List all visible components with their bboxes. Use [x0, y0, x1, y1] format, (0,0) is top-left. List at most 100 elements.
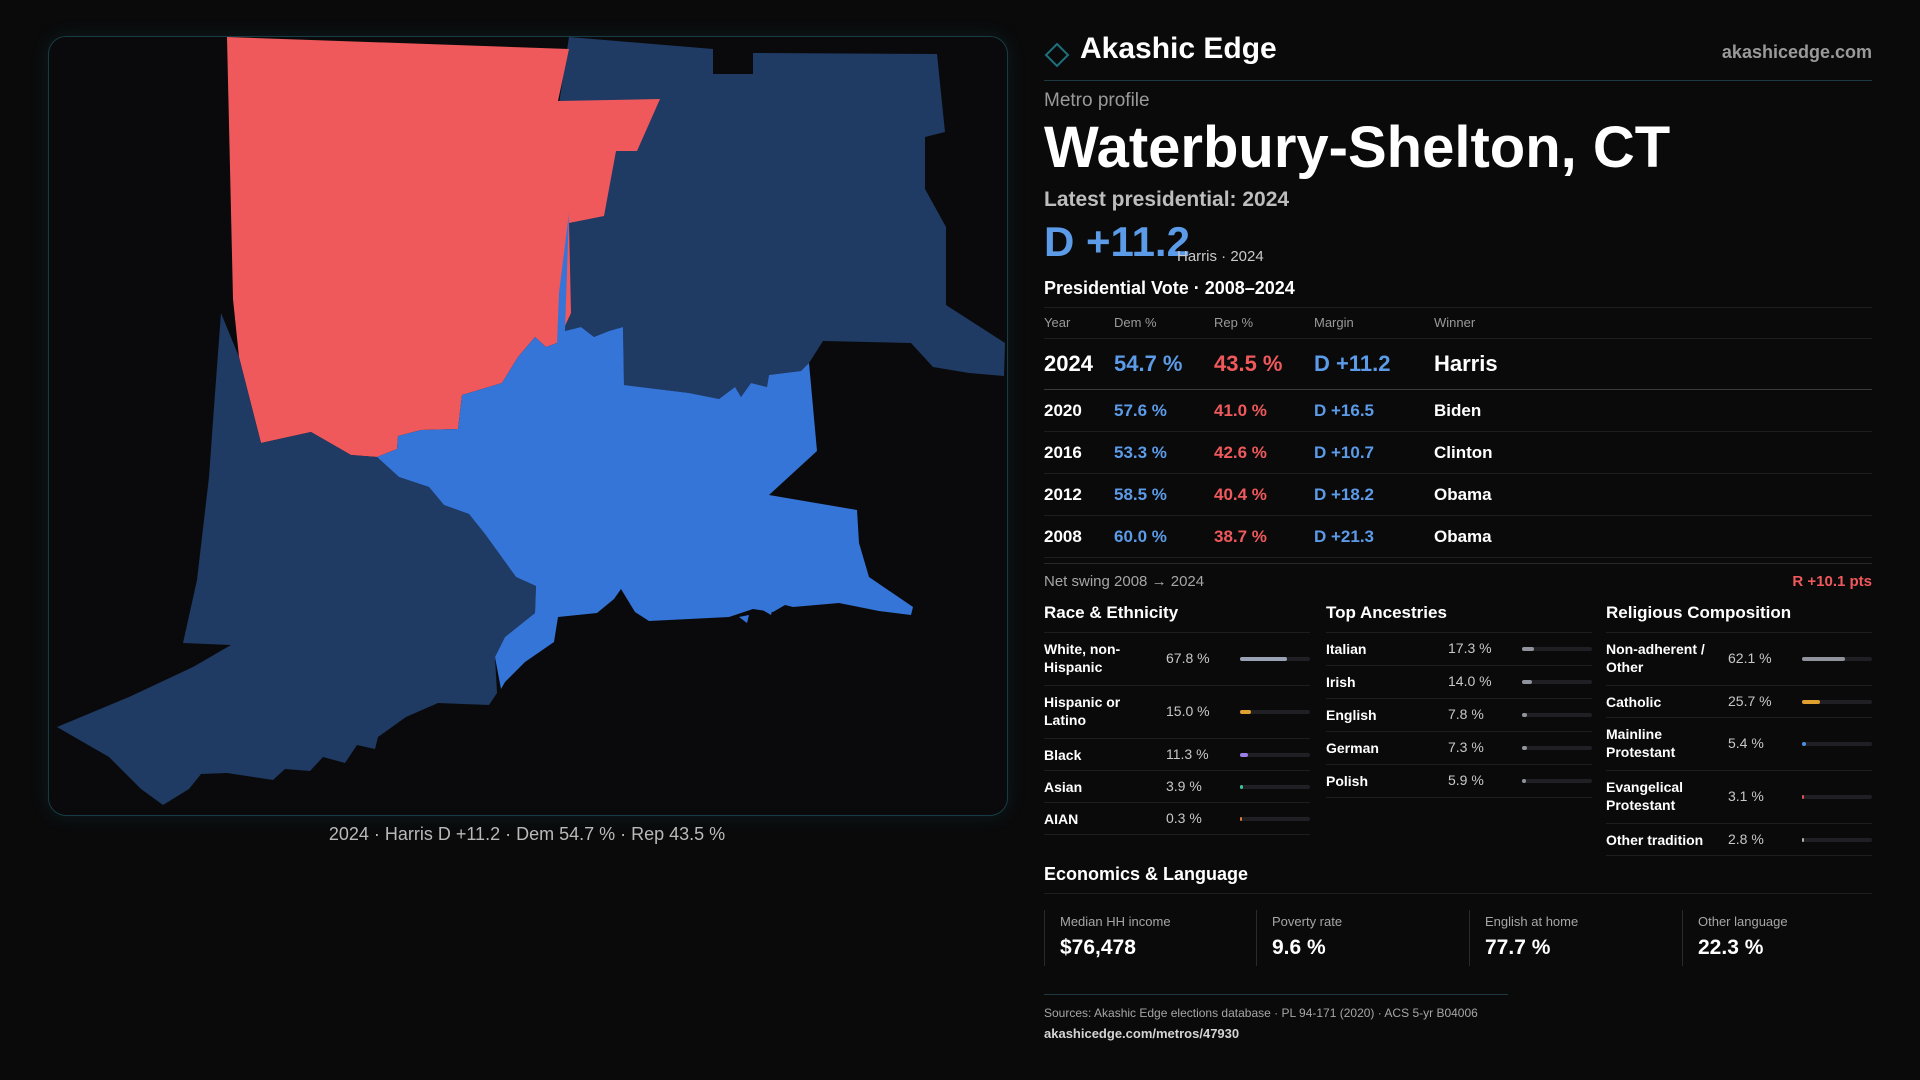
row-margin: D +18.2	[1314, 485, 1375, 504]
stat-label: Other language	[1698, 914, 1788, 929]
item-label: AIAN	[1044, 810, 1079, 827]
table-row: 2016 53.3 % 42.6 % D +10.7 Clinton	[1044, 432, 1872, 474]
list-item: Hispanic or Latino 15.0 %	[1044, 686, 1310, 739]
stat-label: Poverty rate	[1272, 914, 1343, 929]
list-item: Non-adherent / Other 62.1 %	[1606, 633, 1872, 686]
table-row: 2008 60.0 % 38.7 % D +21.3 Obama	[1044, 516, 1872, 558]
item-value: 17.3 %	[1448, 640, 1492, 656]
bar-fill	[1522, 779, 1527, 783]
item-value: 14.0 %	[1448, 673, 1492, 689]
bar-fill	[1240, 657, 1288, 661]
brand-name[interactable]: Akashic Edge	[1080, 32, 1277, 65]
bar-track	[1802, 742, 1872, 746]
header-dem: Dem %	[1114, 315, 1157, 330]
item-label: Hispanic or Latino	[1044, 694, 1121, 728]
item-value: 15.0 %	[1166, 703, 1210, 719]
bar-fill	[1522, 680, 1532, 684]
bar-track	[1522, 779, 1592, 783]
item-value: 62.1 %	[1728, 650, 1772, 666]
islet	[739, 615, 749, 623]
item-value: 2.8 %	[1728, 830, 1764, 847]
stat-value: 22.3 %	[1698, 936, 1764, 959]
stat-label: English at home	[1485, 914, 1579, 929]
row-dem: 54.7 %	[1114, 351, 1183, 376]
item-label: Italian	[1326, 641, 1367, 657]
bar-fill	[1802, 657, 1846, 661]
header-rep: Rep %	[1214, 315, 1254, 330]
bar-fill	[1240, 752, 1248, 757]
county-map[interactable]	[48, 36, 1008, 816]
page-kicker: Metro profile	[1044, 90, 1150, 111]
stat-median-income: Median HH income $76,478	[1044, 910, 1250, 966]
county-southwest[interactable]	[57, 313, 536, 805]
item-label: Asian	[1044, 778, 1083, 795]
item-label: Black	[1044, 746, 1082, 763]
item-value: 67.8 %	[1166, 650, 1210, 666]
islet	[761, 607, 773, 615]
county-central-dem[interactable]	[377, 213, 913, 689]
row-rep: 43.5 %	[1214, 351, 1283, 376]
list-item: Polish 5.9 %	[1326, 765, 1592, 798]
bar-track	[1802, 795, 1872, 799]
headline-sub: Harris · 2024	[1177, 248, 1264, 265]
ancestry-section: Top Ancestries Italian 17.3 % Irish 14.0 % E…	[1326, 602, 1592, 798]
row-margin: D +11.2	[1314, 351, 1391, 376]
item-value: 0.3 %	[1166, 809, 1202, 826]
bar-fill	[1522, 746, 1528, 750]
list-item: Irish 14.0 %	[1326, 666, 1592, 699]
row-year: 2008	[1044, 527, 1082, 546]
bar-track	[1240, 710, 1310, 714]
bar-track	[1802, 699, 1872, 704]
bar-track	[1240, 752, 1310, 757]
row-margin: D +10.7	[1314, 443, 1375, 462]
list-item: AIAN 0.3 %	[1044, 803, 1310, 835]
bar-fill	[1240, 710, 1251, 714]
race-ethnicity-title: Race & Ethnicity	[1044, 602, 1310, 633]
bar-fill	[1802, 699, 1820, 704]
latest-presidential-label: Latest presidential: 2024	[1044, 188, 1290, 211]
brand-url[interactable]: akashicedge.com	[1721, 42, 1872, 62]
brand-header: Akashic Edge akashicedge.com	[1044, 30, 1872, 81]
divider	[1044, 994, 1508, 995]
table-row: 2020 57.6 % 41.0 % D +16.5 Biden	[1044, 390, 1872, 432]
stat-english-at-home: English at home 77.7 %	[1469, 910, 1675, 966]
source-url-link[interactable]: akashicedge.com/metros/47930	[1044, 1026, 1240, 1041]
bar-track	[1240, 657, 1310, 661]
county-northeast[interactable]	[554, 37, 1005, 399]
net-swing-row: Net swing 2008 → 2024 R +10.1 pts	[1044, 563, 1872, 600]
item-value: 25.7 %	[1728, 692, 1772, 709]
net-swing-value: R +10.1 pts	[1792, 573, 1872, 590]
item-label: Other tradition	[1606, 831, 1704, 848]
item-label: White, non-Hispanic	[1044, 641, 1121, 675]
table-row: 2012 58.5 % 40.4 % D +18.2 Obama	[1044, 474, 1872, 516]
row-year: 2016	[1044, 443, 1082, 462]
stat-other-language: Other language 22.3 %	[1682, 910, 1888, 966]
religion-section: Religious Composition Non-adherent / Oth…	[1606, 602, 1872, 856]
stat-value: 77.7 %	[1485, 936, 1551, 959]
bar-fill	[1802, 837, 1804, 842]
list-item: Black 11.3 %	[1044, 739, 1310, 771]
bar-track	[1522, 746, 1592, 750]
list-item: Other tradition 2.8 %	[1606, 824, 1872, 856]
row-rep: 42.6 %	[1214, 443, 1267, 462]
bar-track	[1802, 837, 1872, 842]
bar-fill	[1802, 742, 1806, 746]
list-item: English 7.8 %	[1326, 699, 1592, 732]
stat-poverty-rate: Poverty rate 9.6 %	[1256, 910, 1462, 966]
row-dem: 60.0 %	[1114, 527, 1167, 546]
item-label: Non-adherent / Other	[1606, 641, 1705, 675]
bar-fill	[1522, 713, 1528, 717]
county-northwest-rep[interactable]	[227, 37, 660, 457]
row-winner: Obama	[1434, 527, 1492, 546]
item-value: 3.1 %	[1728, 788, 1764, 804]
row-margin: D +16.5	[1314, 401, 1375, 420]
item-label: Evangelical Protestant	[1606, 779, 1684, 813]
row-dem: 57.6 %	[1114, 401, 1167, 420]
map-caption: 2024 · Harris D +11.2 · Dem 54.7 % · Rep…	[328, 824, 726, 844]
bar-track	[1522, 713, 1592, 717]
bar-track	[1522, 680, 1592, 684]
sources-text: Sources: Akashic Edge elections database…	[1044, 1006, 1478, 1020]
table-row: 2024 54.7 % 43.5 % D +11.2 Harris	[1044, 339, 1872, 390]
net-swing-label: Net swing 2008 → 2024	[1044, 573, 1205, 590]
stat-value: 9.6 %	[1272, 936, 1326, 959]
